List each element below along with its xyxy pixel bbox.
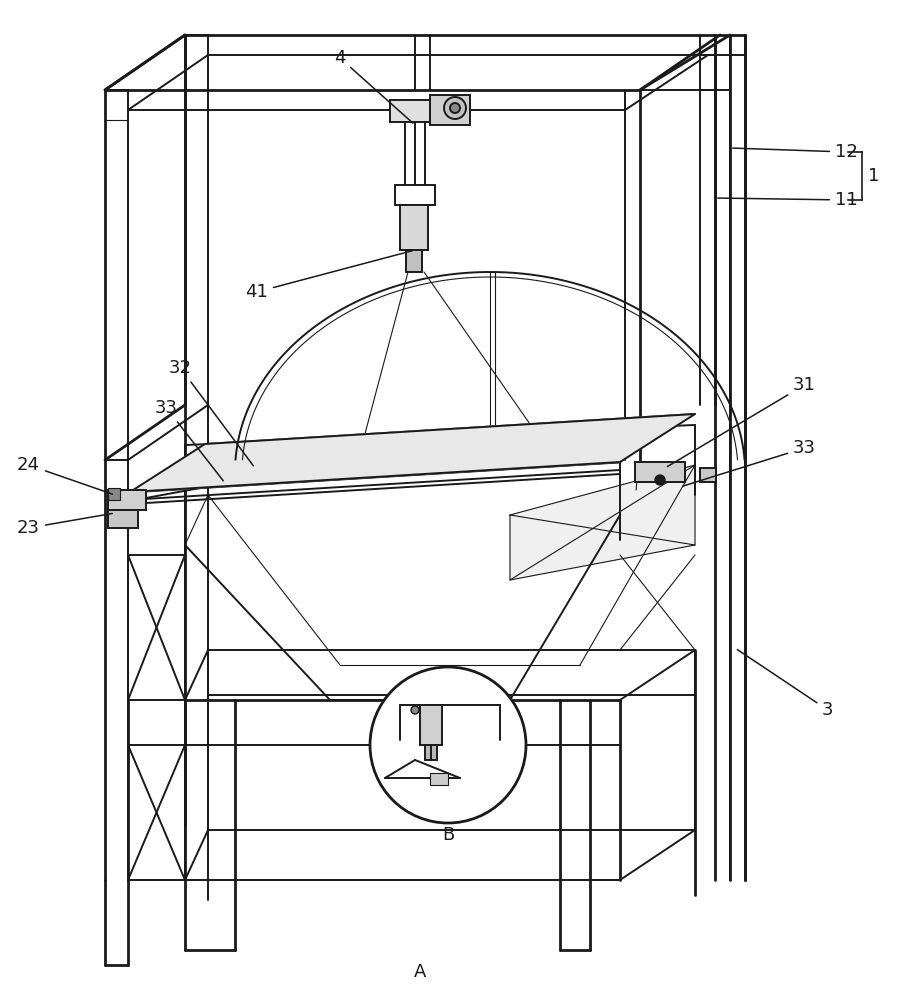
Text: 4: 4 <box>335 49 413 123</box>
Circle shape <box>370 667 526 823</box>
Circle shape <box>655 475 665 485</box>
Bar <box>108 510 138 528</box>
Bar <box>406 250 422 272</box>
Text: A: A <box>414 963 426 981</box>
Bar <box>700 468 716 482</box>
Text: 3: 3 <box>737 650 833 719</box>
Text: 33: 33 <box>155 399 224 481</box>
Bar <box>108 488 120 500</box>
Bar <box>400 205 428 250</box>
Polygon shape <box>130 414 695 492</box>
Text: 24: 24 <box>17 456 113 494</box>
Bar <box>390 100 440 122</box>
Bar <box>420 705 442 745</box>
Circle shape <box>411 706 419 714</box>
Text: 1: 1 <box>869 167 879 185</box>
Text: 11: 11 <box>718 191 858 209</box>
Text: 31: 31 <box>667 376 816 467</box>
Text: 33: 33 <box>683 439 816 486</box>
Text: 41: 41 <box>245 251 412 301</box>
Bar <box>430 95 470 125</box>
Bar <box>425 745 437 760</box>
Text: 23: 23 <box>17 513 112 537</box>
Text: 12: 12 <box>732 143 858 161</box>
Circle shape <box>450 103 460 113</box>
Bar <box>430 773 448 785</box>
Text: 32: 32 <box>169 359 253 466</box>
Bar <box>635 462 685 482</box>
Polygon shape <box>510 465 695 580</box>
Bar <box>108 490 146 510</box>
Text: B: B <box>442 826 454 844</box>
Circle shape <box>444 97 466 119</box>
